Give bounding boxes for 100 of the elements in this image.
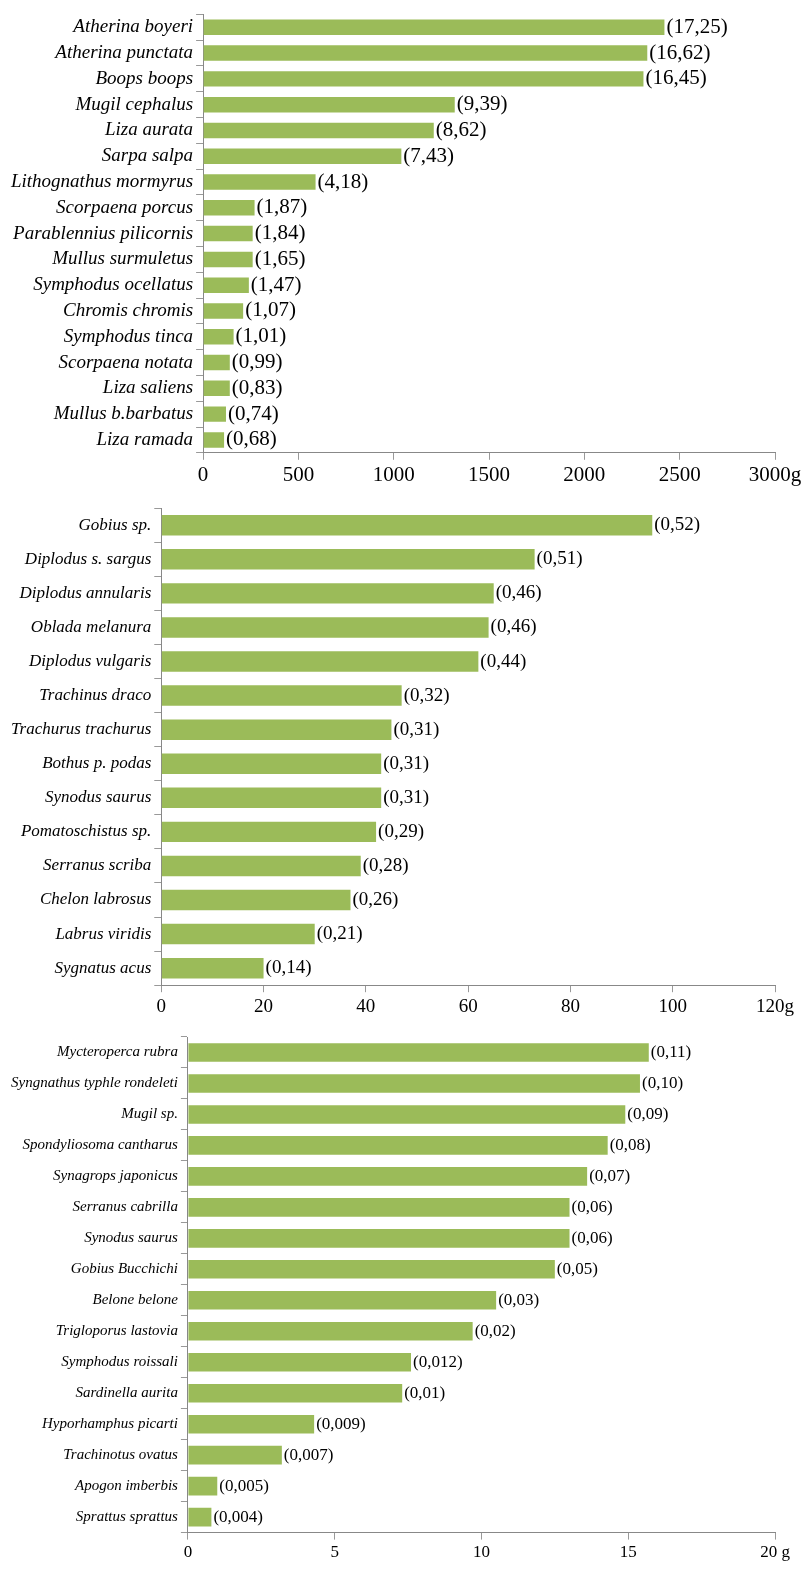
- y-tick-label: Syngnathus typhle rondeleti: [10, 1074, 178, 1091]
- y-tick-label: Spondyliosoma cantharus: [22, 1136, 179, 1153]
- y-tick-label: Scorpaena notata: [58, 350, 194, 372]
- y-tick-label: Sarpa salpa: [101, 144, 194, 166]
- annotation: (0,05): [556, 1258, 598, 1278]
- bar: [161, 753, 382, 774]
- bar: [203, 406, 226, 422]
- annotation: (7,43): [403, 142, 455, 167]
- annotation: (0,06): [571, 1227, 613, 1247]
- bar: [161, 787, 382, 809]
- bar: [203, 200, 255, 216]
- bar: [161, 617, 489, 638]
- x-tick-label: 20: [254, 994, 274, 1016]
- y-tick-label: Bothus p. podas: [42, 753, 152, 773]
- bar: [203, 329, 234, 345]
- y-tick-label: Serranus cabrilla: [72, 1198, 178, 1215]
- x-tick-label: 2000: [563, 461, 606, 486]
- x-tick-label: 20 g: [760, 1542, 791, 1562]
- annotation: (0,44): [480, 649, 527, 672]
- y-tick-label: Serranus scriba: [43, 855, 152, 875]
- y-tick-label: Diplodus vulgaris: [27, 650, 152, 670]
- x-tick-label: 5: [330, 1542, 339, 1562]
- x-tick-label: 15: [619, 1542, 637, 1562]
- y-tick-label: Mullus surmuletus: [51, 247, 194, 269]
- annotation: (1,01): [235, 323, 287, 348]
- y-tick-label: Pomatoschistus sp.: [19, 821, 152, 841]
- annotation: (0,009): [316, 1413, 366, 1433]
- y-tick-label: Mugil cephalus: [74, 92, 194, 114]
- annotation: (0,01): [404, 1382, 446, 1402]
- bar: [188, 1074, 640, 1093]
- x-tick-label: 80: [560, 994, 580, 1016]
- annotation: (0,07): [589, 1165, 631, 1185]
- bar: [203, 251, 253, 268]
- annotation: (0,21): [316, 922, 363, 945]
- bar: [203, 303, 244, 319]
- x-tick-label: 40: [356, 994, 376, 1016]
- bar: [188, 1260, 555, 1279]
- y-tick-label: Synodus saurus: [84, 1229, 179, 1246]
- y-tick-label: Symphodus roissali: [61, 1353, 178, 1370]
- annotation: (4,18): [317, 168, 369, 193]
- annotation: (0,26): [352, 888, 399, 911]
- bar: [203, 432, 225, 448]
- bar: [188, 1352, 412, 1372]
- x-tick-label: 2500: [658, 461, 701, 486]
- annotation: (0,29): [378, 819, 424, 842]
- annotation: (17,25): [666, 13, 728, 38]
- annotation: (0,005): [219, 1475, 269, 1495]
- y-tick-label: Liza ramada: [95, 427, 194, 449]
- annotation: (9,39): [456, 91, 508, 116]
- annotation: (0,004): [213, 1506, 263, 1526]
- y-tick-label: Sardinella aurita: [75, 1384, 178, 1401]
- y-tick-label: Diplodus annularis: [18, 582, 152, 602]
- bar: [188, 1507, 212, 1527]
- bar: [188, 1290, 497, 1310]
- annotation: (8,62): [435, 116, 487, 141]
- bar: [161, 583, 494, 604]
- y-tick-label: Diplodus s. sargus: [23, 548, 152, 568]
- bar: [188, 1167, 588, 1186]
- annotation: (0,83): [231, 374, 283, 399]
- bar: [161, 923, 315, 945]
- y-tick-label: Symphodus ocellatus: [33, 273, 194, 295]
- y-tick-label: Liza saliens: [101, 376, 194, 398]
- y-tick-label: Trachinotus ovatus: [63, 1446, 179, 1463]
- bar: [161, 651, 479, 672]
- x-tick-label: 10: [472, 1542, 490, 1562]
- annotation: (0,31): [383, 751, 430, 774]
- bar: [188, 1445, 282, 1465]
- bar: [188, 1414, 315, 1434]
- bar: [161, 821, 377, 843]
- bar: [188, 1105, 626, 1124]
- y-tick-label: Atherina punctata: [53, 41, 194, 63]
- x-tick-label: 0: [156, 994, 167, 1016]
- bar: [203, 174, 316, 190]
- y-tick-label: Lithognathus mormyrus: [10, 170, 194, 192]
- annotation: (0,007): [283, 1444, 334, 1464]
- bar: [203, 148, 402, 164]
- annotation: (0,31): [393, 717, 440, 740]
- bar: [203, 45, 648, 61]
- y-tick-label: Gobius sp.: [78, 514, 152, 534]
- y-tick-label: Mycteroperca rubra: [55, 1043, 178, 1060]
- y-tick-label: Synodus saurus: [45, 787, 152, 807]
- y-tick-label: Liza aurata: [103, 118, 194, 140]
- bar: [188, 1476, 218, 1496]
- bar: [188, 1321, 473, 1341]
- y-tick-label: Mullus b.barbatus: [52, 402, 194, 424]
- annotation: (16,62): [649, 39, 711, 64]
- x-tick-label: 1000: [372, 461, 415, 486]
- y-tick-label: Oblada melanura: [30, 616, 152, 636]
- y-tick-label: Trachurus trachurus: [10, 719, 152, 739]
- annotation: (1,47): [250, 271, 302, 296]
- annotation: (1,84): [254, 220, 306, 245]
- y-tick-label: Symphodus tinca: [63, 324, 194, 346]
- x-tick-label: 0: [197, 461, 209, 486]
- bar: [188, 1383, 403, 1403]
- annotation: (0,03): [498, 1289, 540, 1309]
- bar: [203, 122, 434, 139]
- annotation: (16,45): [645, 65, 707, 90]
- annotation: (0,52): [654, 513, 701, 536]
- bar: [161, 515, 653, 536]
- annotation: (0,14): [265, 956, 312, 979]
